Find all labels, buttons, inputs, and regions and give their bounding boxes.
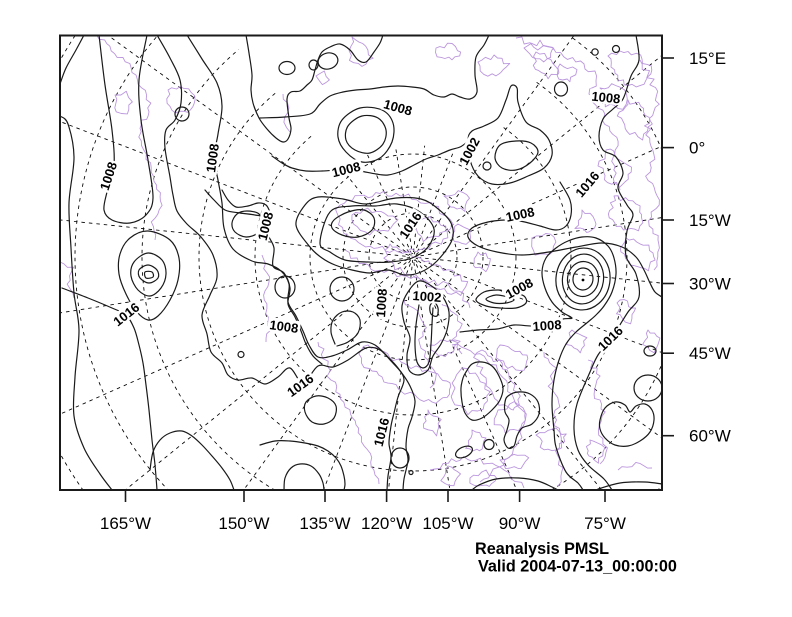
svg-text:1008: 1008 xyxy=(330,159,362,181)
svg-text:1008: 1008 xyxy=(504,204,535,225)
svg-text:45°W: 45°W xyxy=(689,344,731,363)
svg-text:1008: 1008 xyxy=(269,317,300,336)
svg-text:1008: 1008 xyxy=(373,288,390,318)
svg-text:1008: 1008 xyxy=(255,210,277,242)
svg-text:135°W: 135°W xyxy=(299,514,350,533)
svg-text:1002: 1002 xyxy=(412,288,442,305)
svg-text:105°W: 105°W xyxy=(422,514,473,533)
svg-text:Valid 2004-07-13_00:00:00: Valid 2004-07-13_00:00:00 xyxy=(478,558,677,576)
svg-text:75°W: 75°W xyxy=(584,514,626,533)
svg-text:15°E: 15°E xyxy=(689,49,726,68)
svg-text:Reanalysis PMSL: Reanalysis PMSL xyxy=(475,540,609,558)
svg-text:15°W: 15°W xyxy=(689,211,731,230)
svg-text:30°W: 30°W xyxy=(689,275,731,294)
svg-text:60°W: 60°W xyxy=(689,427,731,446)
svg-text:1008: 1008 xyxy=(591,89,621,107)
svg-text:150°W: 150°W xyxy=(218,514,269,533)
svg-text:120°W: 120°W xyxy=(361,514,412,533)
svg-text:90°W: 90°W xyxy=(499,514,541,533)
svg-text:1016: 1016 xyxy=(371,416,393,448)
svg-text:1008: 1008 xyxy=(532,317,562,334)
svg-text:165°W: 165°W xyxy=(100,514,151,533)
svg-text:1008: 1008 xyxy=(203,143,222,174)
svg-text:0°: 0° xyxy=(689,139,705,158)
